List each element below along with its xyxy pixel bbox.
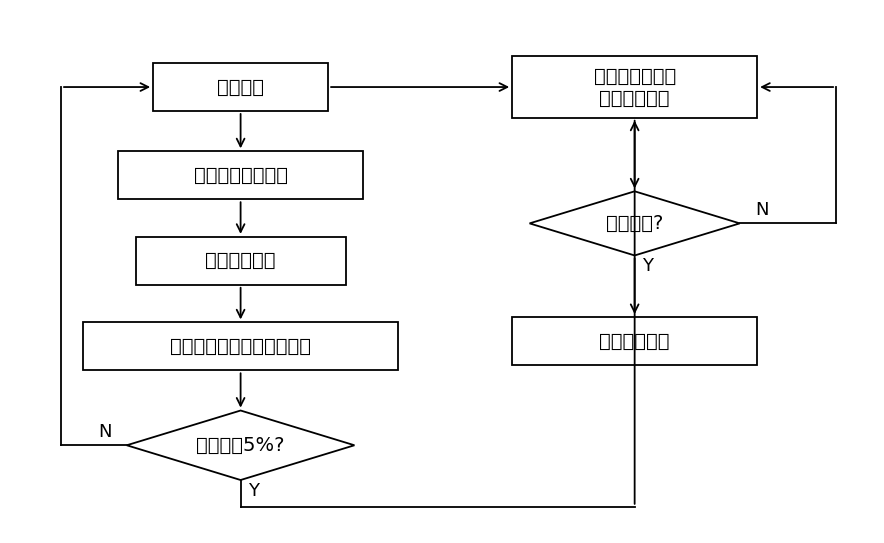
Text: Y: Y bbox=[248, 482, 259, 500]
Text: 采集交叉互联箱
泄露电流数据: 采集交叉互联箱 泄露电流数据 bbox=[593, 67, 675, 108]
FancyBboxPatch shape bbox=[118, 151, 363, 199]
Text: 采集两端电流数据: 采集两端电流数据 bbox=[194, 166, 287, 185]
FancyBboxPatch shape bbox=[512, 56, 758, 118]
Text: 公式计算介质损耗角正切值: 公式计算介质损耗角正切值 bbox=[170, 337, 311, 356]
Text: 计算泄露电流: 计算泄露电流 bbox=[205, 251, 276, 270]
Text: N: N bbox=[755, 201, 768, 219]
FancyBboxPatch shape bbox=[153, 63, 328, 111]
Text: 是否大于5%?: 是否大于5%? bbox=[196, 436, 285, 455]
FancyBboxPatch shape bbox=[83, 323, 398, 370]
Text: N: N bbox=[98, 423, 111, 441]
Text: 开始监控: 开始监控 bbox=[217, 78, 264, 97]
Polygon shape bbox=[126, 411, 354, 480]
Text: 是否变大?: 是否变大? bbox=[606, 214, 663, 233]
Text: 该段出现故障: 该段出现故障 bbox=[599, 332, 670, 351]
FancyBboxPatch shape bbox=[135, 237, 346, 285]
Text: Y: Y bbox=[643, 257, 653, 275]
FancyBboxPatch shape bbox=[512, 317, 758, 365]
Polygon shape bbox=[530, 191, 740, 255]
